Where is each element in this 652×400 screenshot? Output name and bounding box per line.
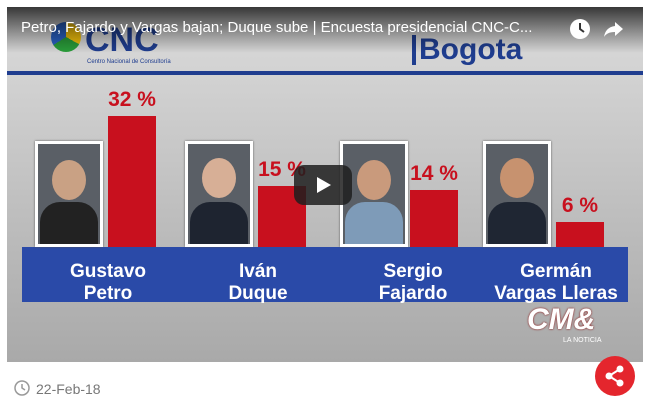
bar: [556, 222, 604, 247]
value-label: 15 %: [258, 157, 306, 181]
clock-icon: [14, 380, 30, 396]
value-label: 32 %: [108, 87, 156, 111]
photo: [483, 141, 551, 247]
watch-later-icon[interactable]: [569, 18, 591, 40]
candidate-name: Gustavo Petro: [69, 261, 147, 304]
video-player[interactable]: CNC Centro Nacional de Consultoría Bogot…: [7, 7, 643, 362]
photo: [185, 141, 253, 247]
candidate-name: Germán Vargas Lleras: [494, 261, 618, 304]
bar: [410, 189, 458, 247]
play-button[interactable]: [294, 165, 352, 205]
video-title: Petro, Fajardo y Vargas bajan; Duque sub…: [21, 19, 533, 36]
header-line: [7, 71, 643, 75]
name-band: [22, 247, 628, 302]
candidate-name: Iván Duque: [228, 261, 288, 304]
value-label: 6 %: [561, 194, 599, 218]
value-label: 14 %: [410, 161, 458, 185]
brand-sub: LA NOTICIA: [563, 337, 602, 344]
share-button[interactable]: [595, 356, 635, 396]
bar: [108, 115, 156, 247]
photo: [35, 141, 103, 247]
date: 22-Feb-18: [36, 381, 101, 397]
candidate-name: Sergio Fajardo: [378, 261, 448, 304]
share-icon[interactable]: [603, 18, 625, 40]
logo-sub: Centro Nacional de Consultoría: [87, 59, 171, 65]
title-bar: Petro, Fajardo y Vargas bajan; Duque sub…: [7, 7, 643, 53]
brand: CM&: [527, 303, 596, 336]
